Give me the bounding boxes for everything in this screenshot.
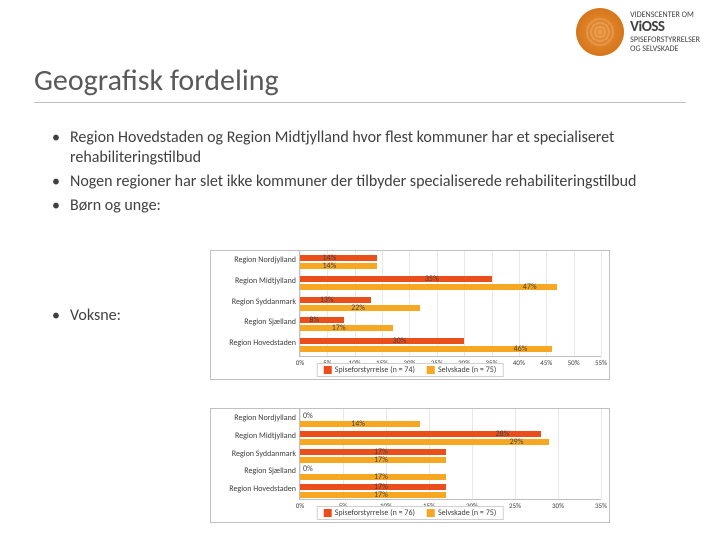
bar-value-label: 17% [374,455,388,465]
category-label: Region Midtjylland [216,432,300,440]
bar-value-label: 47% [523,282,537,292]
chart-row: Region Sjælland0%17% [300,464,601,482]
chart-plot-area: 0%5%10%15%20%25%30%35%Region Nordjylland… [299,409,601,500]
legend-swatch-icon [324,366,332,374]
x-tick-label: 25% [509,501,521,510]
bar-series-b: 22% [300,305,420,311]
category-label: Region Nordjylland [216,414,300,422]
chart-adults: 0%5%10%15%20%25%30%35%Region Nordjylland… [210,408,610,523]
x-tick-label: 0% [296,358,305,367]
gridline [601,251,602,356]
legend-swatch-icon [427,509,435,517]
chart-row: Region Nordjylland14%14% [300,253,601,274]
bar-series-b: 46% [300,346,552,352]
gridline [601,409,602,499]
legend-swatch-icon [427,366,435,374]
chart-plot-area: 0%5%10%15%20%25%30%35%40%45%50%55%Region… [299,251,601,357]
x-tick-label: 40% [513,358,525,367]
category-label: Region Midtjylland [216,277,300,285]
chart-row: Region Sjælland8%17% [300,315,601,336]
chart-row: Region Hovedstaden17%17% [300,482,601,500]
x-tick-label: 0% [296,501,305,510]
logo: VIDENSCENTER OM ViOSS SPISEFORSTYRRELSER… [576,8,700,56]
bullet-dot-icon: • [52,128,70,168]
bullet-dot-icon: • [52,306,70,326]
logo-line3: OG SELVSKADE [630,45,700,54]
chart-row: Region Midtjylland28%29% [300,429,601,447]
logo-text: VIDENSCENTER OM ViOSS SPISEFORSTYRRELSER… [630,11,700,54]
bar-series-a: 14% [300,255,377,261]
legend-swatch-icon [324,509,332,517]
bullet-dot-icon: • [52,196,70,216]
category-label: Region Hovedstaden [216,339,300,347]
category-label: Region Hovedstaden [216,485,300,493]
category-label: Region Sjælland [216,467,300,475]
bar-series-b: 47% [300,284,557,290]
bar-series-b: 14% [300,263,377,269]
title-underline [34,102,686,103]
legend-label: Spiseforstyrrelse (n = 74) [335,365,415,375]
bullet-text: Region Hovedstaden og Region Midtjylland… [70,128,686,168]
bar-value-label: 35% [425,274,439,284]
bullet-item: • Børn og unge: [52,196,686,216]
category-label: Region Sjælland [216,318,300,326]
bar-value-label: 17% [374,472,388,482]
category-label: Region Syddanmark [216,450,300,458]
bar-value-label: 17% [374,490,388,500]
bar-series-a: 35% [300,276,492,282]
bar-value-label: 28% [496,429,510,439]
bullet-dot-icon: • [52,172,70,192]
bar-value-label: 22% [351,303,365,313]
chart-legend: Spiseforstyrrelse (n = 74) Selvskade (n … [317,363,504,377]
bullet-text: Børn og unge: [70,196,161,216]
bar-series-b: 17% [300,474,446,480]
bar-value-label: 14% [351,419,365,429]
page-title: Geografisk fordeling [34,62,279,99]
legend-label: Selvskade (n = 75) [438,365,496,375]
x-tick-label: 50% [568,358,580,367]
bar-series-b: 17% [300,457,446,463]
legend-item: Selvskade (n = 75) [427,365,496,375]
chart-row: Region Syddanmark13%22% [300,295,601,316]
bar-value-label: 0% [303,464,313,474]
bar-series-b: 17% [300,325,393,331]
chart-row: Region Hovedstaden30%46% [300,336,601,357]
x-tick-label: 30% [552,501,564,510]
bar-value-label: 29% [510,437,524,447]
legend-item: Spiseforstyrrelse (n = 76) [324,508,415,518]
bar-series-a: 28% [300,431,541,437]
bar-value-label: 8% [309,315,319,325]
bar-value-label: 30% [393,336,407,346]
legend-label: Selvskade (n = 75) [438,508,496,518]
bar-value-label: 17% [332,323,346,333]
x-tick-label: 45% [540,358,552,367]
category-label: Region Nordjylland [216,256,300,264]
category-label: Region Syddanmark [216,298,300,306]
bullet-item: • Nogen regioner har slet ikke kommuner … [52,172,686,192]
logo-brand: ViOSS [630,19,700,36]
bar-value-label: 46% [514,344,528,354]
bullet-text: Voksne: [70,306,121,326]
bar-value-label: 13% [320,295,334,305]
bullet-text: Nogen regioner har slet ikke kommuner de… [70,172,636,192]
bar-series-b: 14% [300,421,420,427]
logo-circle-icon [576,8,624,56]
bar-value-label: 0% [303,411,313,421]
bar-value-label: 14% [323,261,337,271]
chart-row: Region Midtjylland35%47% [300,274,601,295]
bar-series-b: 29% [300,439,549,445]
chart-legend: Spiseforstyrrelse (n = 76) Selvskade (n … [317,506,504,520]
x-tick-label: 35% [595,501,607,510]
bar-series-b: 17% [300,492,446,498]
x-tick-label: 55% [595,358,607,367]
bullet-item: • Region Hovedstaden og Region Midtjylla… [52,128,686,168]
bar-series-a: 30% [300,338,464,344]
chart-children: 0%5%10%15%20%25%30%35%40%45%50%55%Region… [210,250,610,380]
legend-label: Spiseforstyrrelse (n = 76) [335,508,415,518]
legend-item: Selvskade (n = 75) [427,508,496,518]
chart-row: Region Syddanmark17%17% [300,447,601,465]
legend-item: Spiseforstyrrelse (n = 74) [324,365,415,375]
chart-row: Region Nordjylland0%14% [300,411,601,429]
